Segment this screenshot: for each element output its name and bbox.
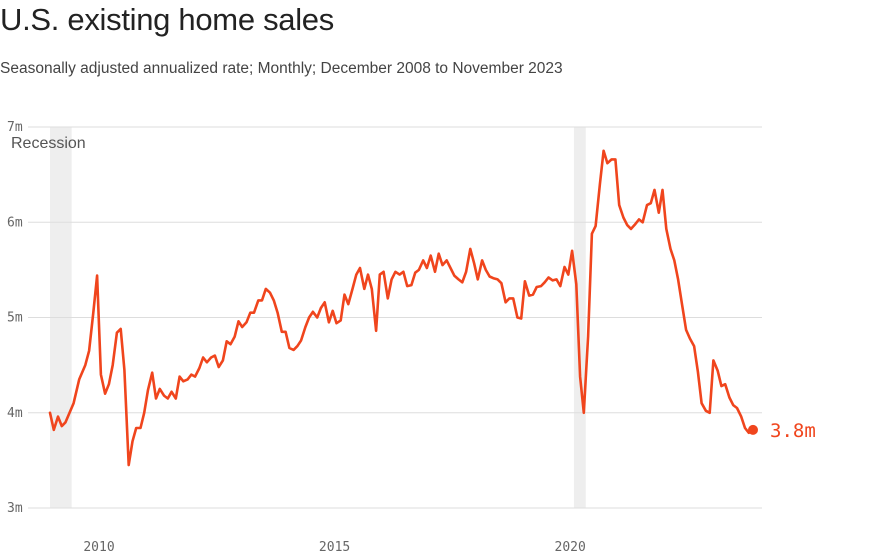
- x-tick-label: 2010: [83, 540, 114, 555]
- x-axis: 2010 2015 2020: [83, 540, 585, 555]
- x-tick-label: 2015: [319, 540, 350, 555]
- recession-label: Recession: [11, 135, 86, 152]
- series-line: [48, 149, 755, 467]
- x-tick-label: 2020: [555, 540, 586, 555]
- y-tick-label: 6m: [7, 215, 23, 230]
- end-point-marker: [748, 424, 758, 435]
- y-tick-label: 7m: [7, 120, 23, 135]
- end-value-label: 3.8m: [770, 420, 816, 442]
- page-title: U.S. existing home sales: [0, 2, 334, 37]
- y-axis: 3m 4m 5m 6m 7m: [7, 120, 23, 516]
- y-tick-label: 4m: [7, 406, 23, 421]
- series-layer: [48, 149, 758, 467]
- y-tick-label: 3m: [7, 501, 23, 516]
- gridlines: [28, 126, 762, 509]
- page-subtitle: Seasonally adjusted annualized rate; Mon…: [0, 60, 563, 77]
- y-tick-label: 5m: [7, 311, 23, 326]
- annotations: Recession 3.8m: [11, 135, 816, 442]
